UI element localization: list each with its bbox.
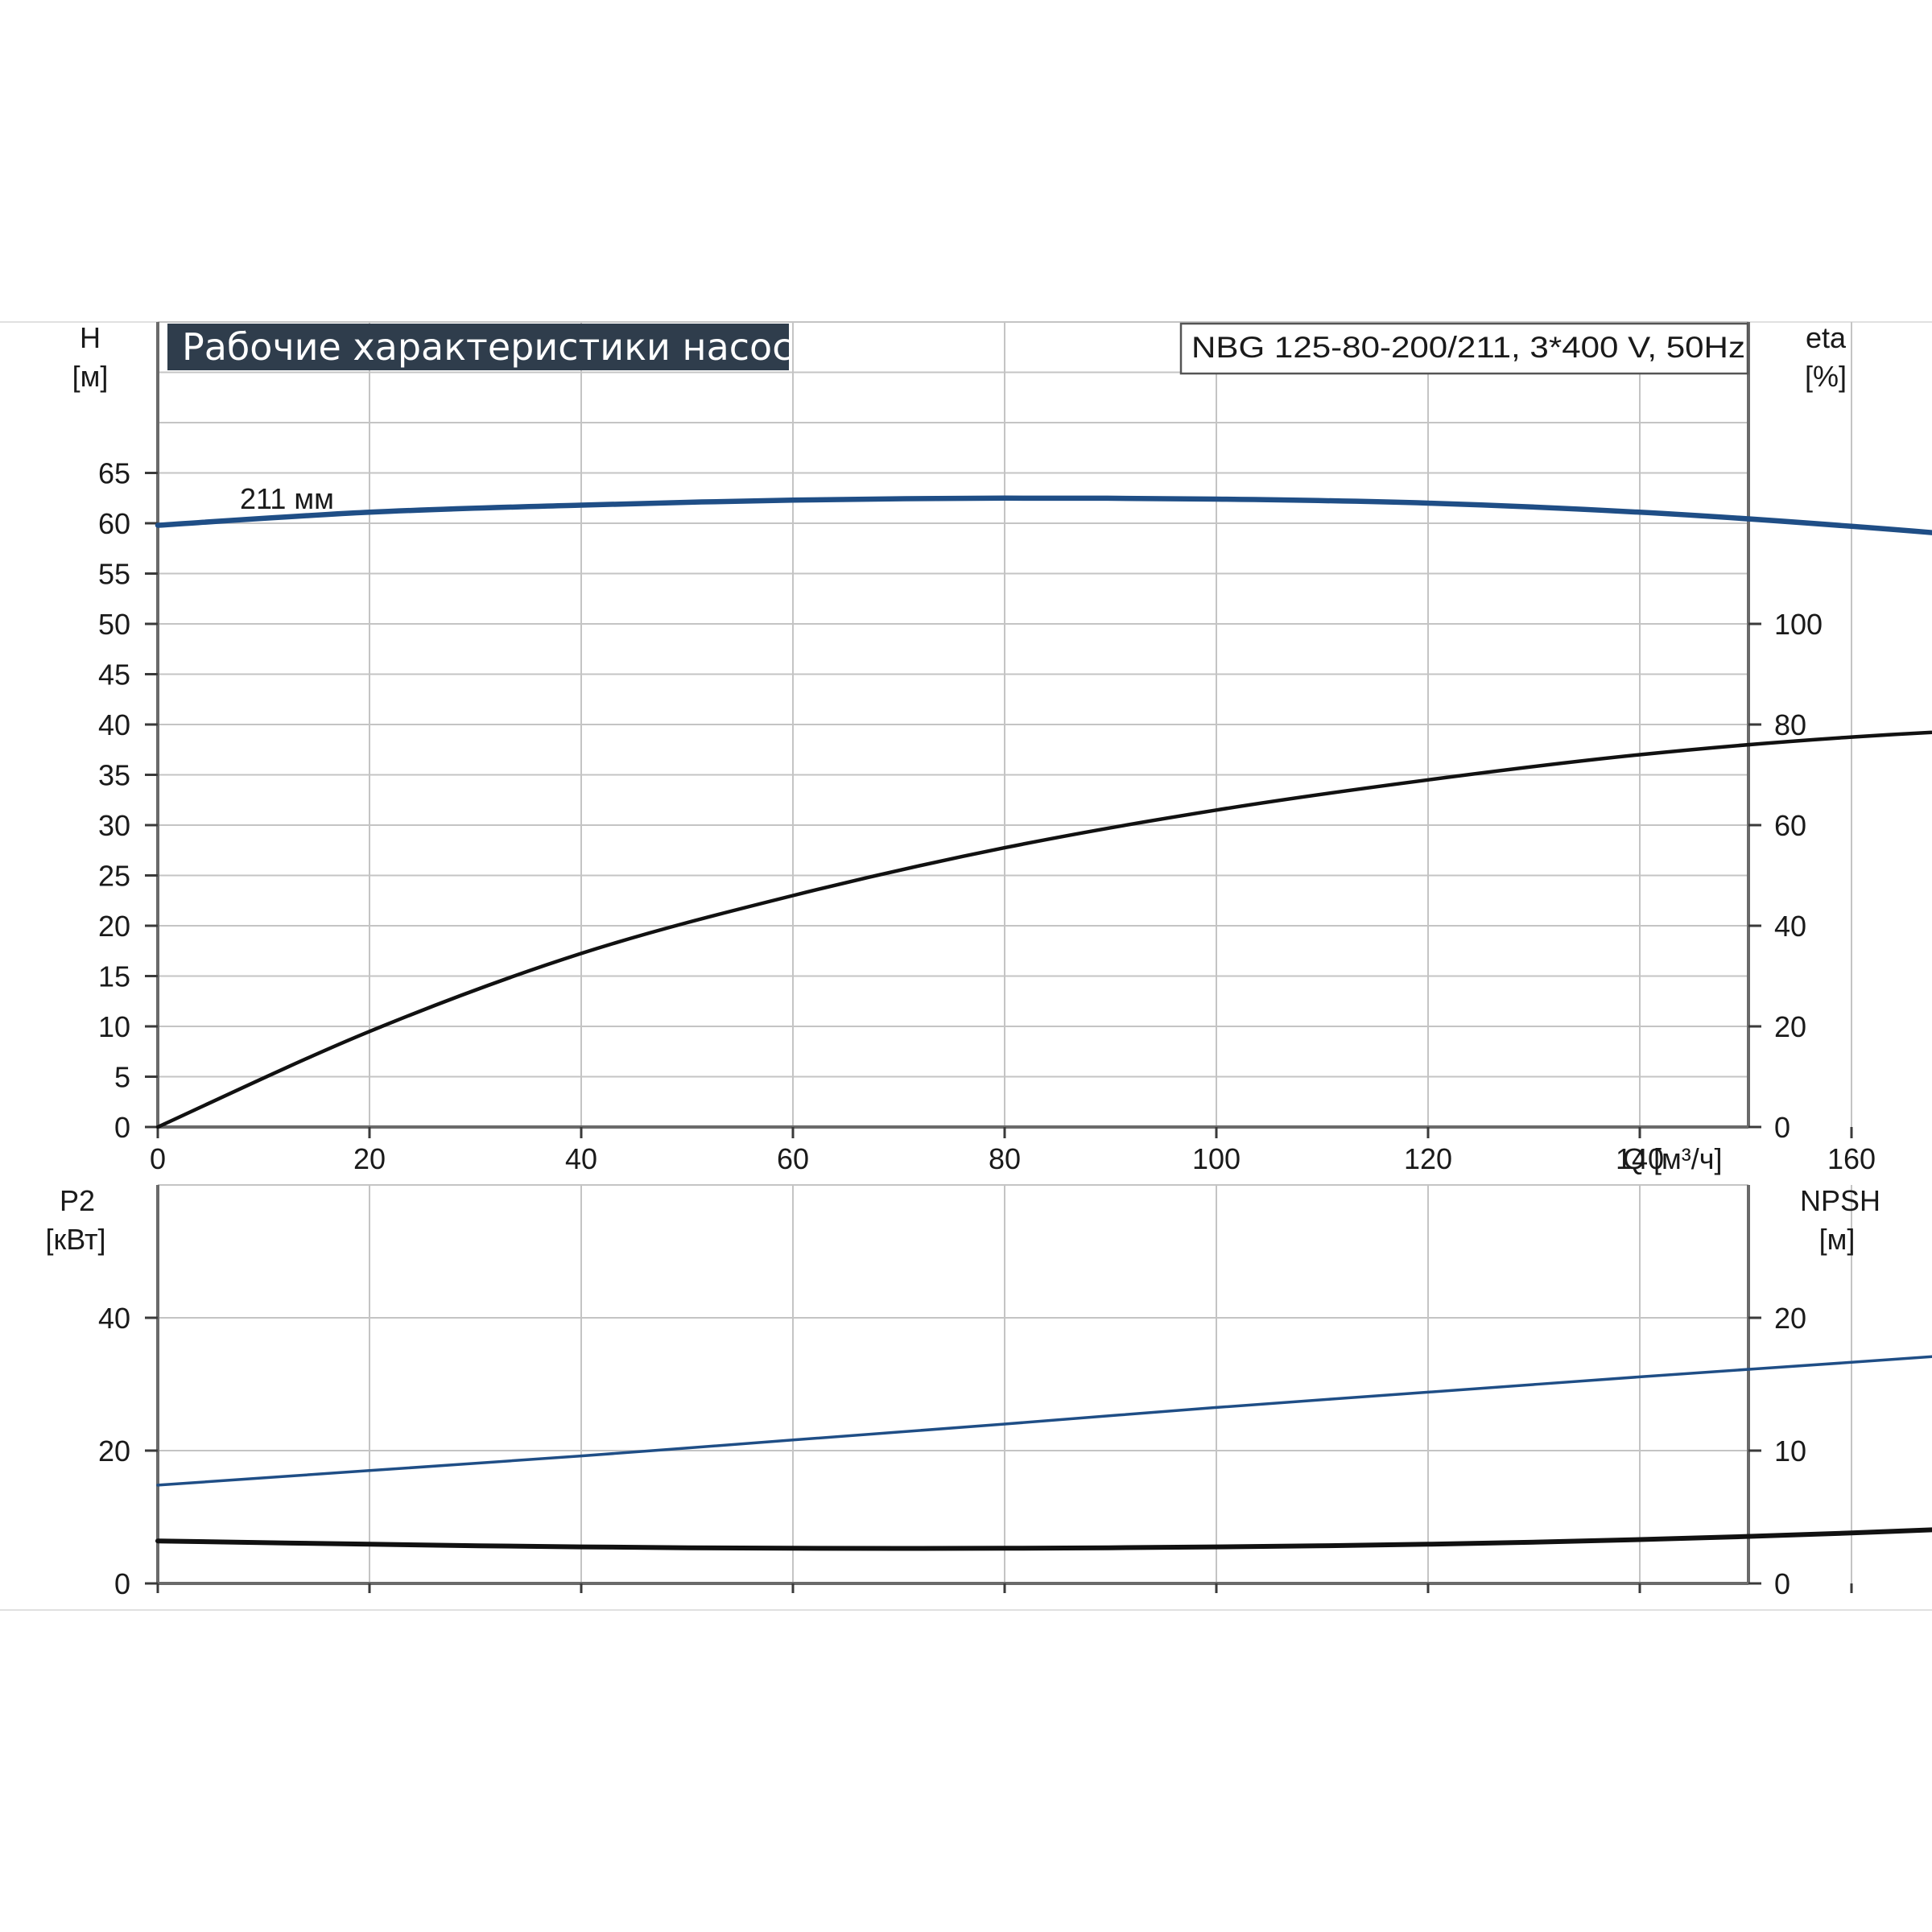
npsh-tick-label: 10 [1774, 1435, 1806, 1468]
p2-tick-label: 20 [98, 1435, 130, 1468]
chart-title: Рабочие характеристики насоса [182, 325, 815, 369]
h-tick-label: 50 [98, 608, 130, 641]
npsh-curve [155, 1527, 1932, 1551]
p2-axis-unit: [кВт] [45, 1223, 105, 1256]
power-p2-curve [156, 1355, 1932, 1487]
eta-axis-label: eta [1806, 321, 1847, 354]
npsh-axis-label: NPSH [1800, 1184, 1880, 1217]
h-axis-label: H [80, 321, 101, 354]
h-tick-label: 5 [114, 1061, 130, 1094]
head-curve [155, 495, 1932, 535]
h-tick-label: 45 [98, 658, 130, 691]
h-tick-label: 60 [98, 507, 130, 540]
model-label: NBG 125-80-200/211, 3*400 V, 50Hz [1191, 331, 1745, 364]
p2-tick-label: 40 [98, 1302, 130, 1335]
q-tick-label: 20 [353, 1142, 386, 1175]
q-tick-label: 40 [565, 1142, 597, 1175]
h-axis-unit: [м] [72, 360, 109, 393]
eta-tick-label: 0 [1774, 1111, 1790, 1144]
h-tick-label: 35 [98, 759, 130, 792]
q-tick-label: 80 [989, 1142, 1021, 1175]
title-banner [167, 324, 789, 370]
eta-tick-label: 20 [1774, 1010, 1806, 1043]
h-tick-label: 20 [98, 910, 130, 943]
eta-tick-label: 40 [1774, 910, 1806, 943]
h-tick-label: 55 [98, 558, 130, 591]
h-tick-label: 0 [114, 1111, 130, 1144]
q-tick-label: 0 [150, 1142, 166, 1175]
h-tick-label: 25 [98, 860, 130, 893]
q-tick-label: 120 [1404, 1142, 1452, 1175]
h-tick-label: 30 [98, 809, 130, 842]
model-box [1179, 322, 1749, 375]
h-tick-label: 65 [98, 457, 130, 490]
efficiency-curve [155, 730, 1932, 1129]
npsh-tick-label: 0 [1774, 1567, 1790, 1600]
impeller-diameter-annotation: 211 мм [240, 482, 334, 515]
eta-tick-label: 80 [1774, 708, 1806, 741]
q-axis-label: Q [м³/ч] [1623, 1142, 1723, 1175]
q-tick-label: 160 [1827, 1142, 1876, 1175]
h-tick-label: 40 [98, 708, 130, 741]
npsh-axis-unit: [м] [1819, 1223, 1856, 1256]
p2-axis-label: P2 [60, 1184, 95, 1217]
h-tick-label: 10 [98, 1010, 130, 1043]
q-tick-label: 140 [1616, 1142, 1664, 1175]
q-tick-label: 100 [1192, 1142, 1241, 1175]
eta-axis-unit: [%] [1805, 360, 1847, 393]
eta-tick-label: 60 [1774, 809, 1806, 842]
q-tick-label: 60 [777, 1142, 809, 1175]
h-tick-label: 15 [98, 960, 130, 993]
p2-tick-label: 0 [114, 1567, 130, 1600]
npsh-tick-label: 20 [1774, 1302, 1806, 1335]
eta-tick-label: 100 [1774, 608, 1823, 641]
